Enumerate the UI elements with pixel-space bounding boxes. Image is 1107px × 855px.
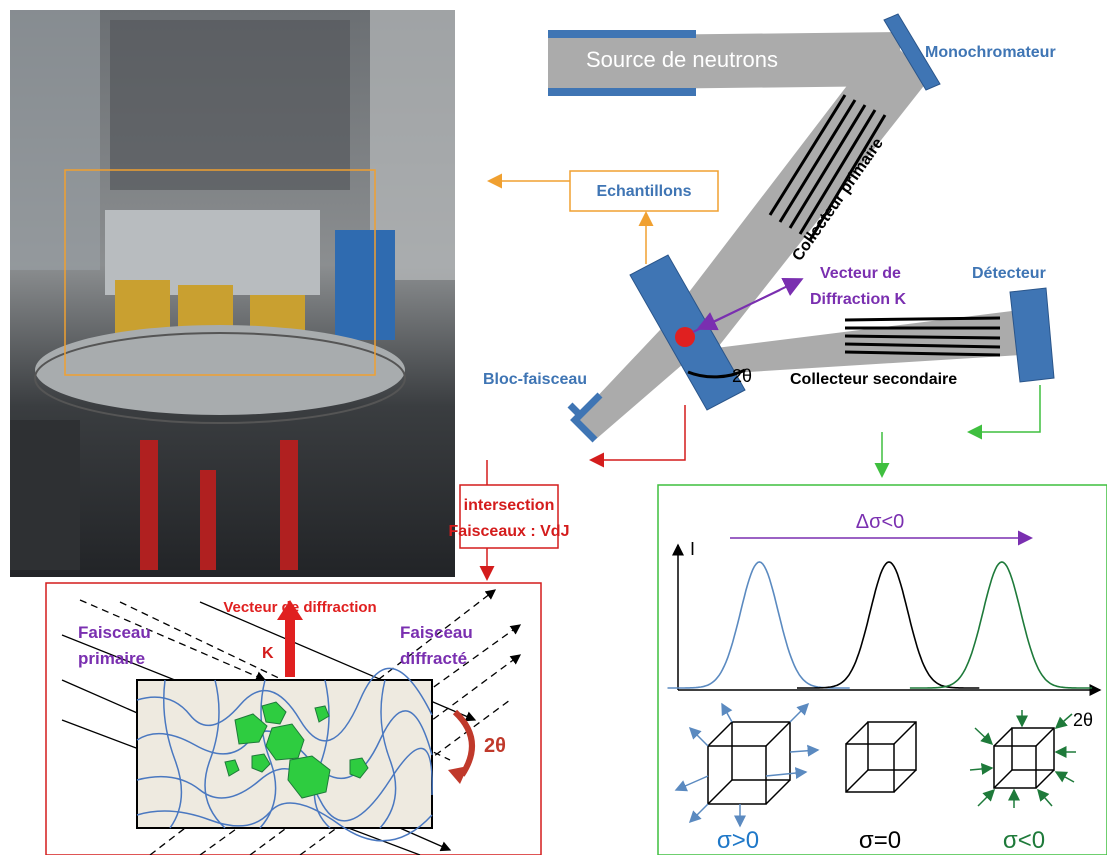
diffraction-vector-arrow-back <box>696 289 781 331</box>
inset-primary-beam-label-2: primaire <box>78 649 145 668</box>
inset-diffracted-beam-label-1: Faisceau <box>400 623 473 642</box>
secondary-collimator-label: Collecteur secondaire <box>790 371 957 388</box>
diffraction-vector-label-1: Vecteur de <box>820 265 901 282</box>
monochromator-label: Monochromateur <box>925 44 1056 61</box>
tension-arrows <box>674 702 820 828</box>
detector <box>1009 287 1055 383</box>
stress-label-neutral: σ=0 <box>859 827 901 854</box>
k-vector-head <box>277 600 303 620</box>
source-bottom-bar <box>548 88 696 96</box>
beam-paths <box>548 32 1020 440</box>
detector-label: Détecteur <box>972 265 1046 282</box>
inset-vector-title: Vecteur de diffraction <box>223 599 376 616</box>
source-label: Source de neutrons <box>586 47 778 72</box>
chart-peak-2 <box>797 561 980 689</box>
inset-angle-label: 2θ <box>484 735 506 757</box>
inset-primary-beam-label-1: Faisceau <box>78 623 151 642</box>
cube-tension <box>707 721 791 805</box>
detector-pointer-arrow <box>967 385 1041 440</box>
stress-label-compression: σ<0 <box>1003 827 1045 854</box>
chart-frame <box>657 484 1107 855</box>
intersection-label-2: Faisceaux : VdJ <box>449 523 570 540</box>
beam-stop <box>567 392 603 443</box>
stressed-grains <box>224 701 369 799</box>
grain-boundaries <box>136 667 433 842</box>
instrument-photo <box>10 10 455 577</box>
compression-arrows <box>969 710 1076 808</box>
source-top-bar <box>548 30 696 38</box>
chart-peaks <box>667 561 1093 689</box>
primary-collimator <box>768 94 887 241</box>
beam-stop-label: Bloc-faisceau <box>483 371 587 388</box>
chart-y-label: I <box>690 539 695 559</box>
samples-label: Echantillons <box>596 183 691 200</box>
k-vector-shaft <box>285 617 295 677</box>
chart-peak-3 <box>909 561 1093 689</box>
intersection-pointer-arrow <box>589 405 686 468</box>
beam-intersection-point <box>675 327 695 347</box>
angle-label: 2θ <box>732 366 752 386</box>
intersection-label-1: intersection <box>464 497 555 514</box>
intersection-box <box>459 484 559 549</box>
chart-x-label: 2θ <box>1073 710 1093 730</box>
secondary-collimator <box>844 316 1001 357</box>
inset-angle-arrowhead <box>448 766 468 784</box>
angle-arc <box>687 368 746 379</box>
chart-shift-label: Δσ<0 <box>856 511 905 533</box>
inset-k-label: K <box>262 645 274 662</box>
inset-diffracted-beam-label-2: diffracté <box>400 649 467 668</box>
monochromator-crystal <box>883 13 941 91</box>
stress-label-tension: σ>0 <box>717 827 759 854</box>
cube-neutral <box>845 721 917 793</box>
cube-compression <box>993 727 1055 789</box>
sample-highlight-box <box>64 169 376 376</box>
diffraction-vector-label-2: Diffraction K <box>810 291 906 308</box>
